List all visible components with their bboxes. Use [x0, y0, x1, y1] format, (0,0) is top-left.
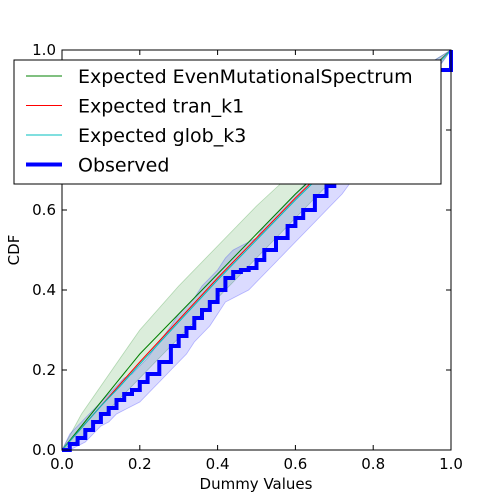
y-tick-label: 0.2	[32, 361, 56, 379]
x-tick-label: 0.4	[206, 455, 230, 473]
y-tick-label: 1.0	[32, 41, 56, 59]
plot-frame	[61, 49, 452, 451]
y-axis-label: CDF	[5, 235, 23, 266]
y-tick-label: 0.6	[32, 201, 56, 219]
legend-label: Expected glob_k3	[78, 125, 246, 147]
legend: Expected EvenMutationalSpectrum Expected …	[13, 59, 442, 185]
legend-label: Expected tran_k1	[78, 96, 244, 118]
x-tick-label: 0.8	[361, 455, 385, 473]
x-axis-label: Dummy Values	[200, 475, 313, 493]
legend-label: Expected EvenMutationalSpectrum	[78, 66, 413, 88]
x-tick-label: 0.6	[283, 455, 307, 473]
y-tick-label: 0.0	[32, 441, 56, 459]
x-tick-label: 0.0	[50, 455, 74, 473]
axis-ticks: 0.00.20.40.60.81.00.00.20.40.60.81.0	[32, 41, 463, 473]
x-tick-label: 0.2	[128, 455, 152, 473]
x-tick-label: 1.0	[439, 455, 463, 473]
legend-label: Observed	[78, 155, 169, 177]
y-tick-label: 0.4	[32, 281, 56, 299]
legend-box	[13, 59, 442, 185]
